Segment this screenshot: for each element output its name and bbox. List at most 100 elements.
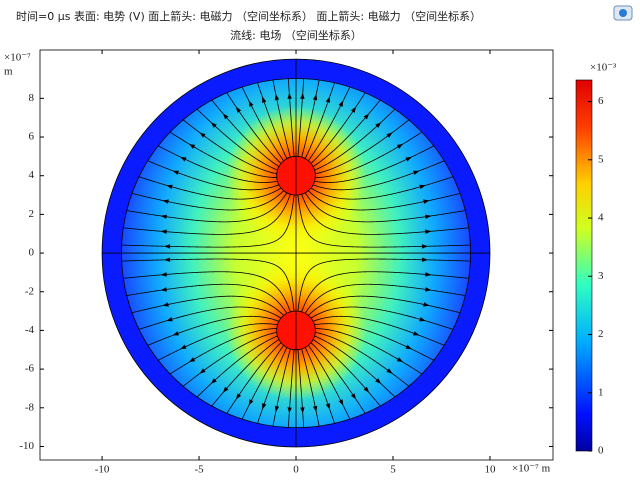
arrow	[405, 156, 412, 162]
arrow	[235, 393, 242, 400]
streamline	[297, 349, 305, 428]
arrow	[421, 257, 429, 262]
arrow	[350, 106, 357, 113]
streamline	[226, 342, 282, 414]
streamline	[196, 335, 278, 398]
streamline	[310, 176, 454, 200]
streamline	[287, 349, 295, 428]
arrow	[188, 357, 196, 363]
arrow	[338, 399, 344, 406]
arrow	[421, 244, 429, 249]
colorbar-tick-label: 2	[598, 328, 604, 340]
streamline	[169, 328, 277, 375]
streamline	[241, 345, 285, 420]
arrow	[210, 378, 217, 384]
arrow	[363, 113, 370, 120]
streamline	[308, 190, 461, 211]
streamline	[131, 295, 284, 316]
arrow	[423, 302, 430, 307]
streamline	[272, 348, 291, 427]
arrow	[350, 393, 357, 400]
streamline	[314, 145, 435, 183]
arrow	[162, 302, 169, 307]
arrow	[405, 344, 412, 350]
streamline	[157, 323, 278, 361]
streamline	[182, 331, 277, 387]
streamline	[226, 92, 282, 164]
streamline	[301, 348, 320, 427]
arrow	[312, 405, 318, 413]
streamline	[301, 79, 320, 158]
window-icon[interactable]	[613, 5, 633, 21]
y-tick-label: -2	[25, 285, 34, 297]
arrow	[396, 143, 404, 149]
arrow	[325, 96, 330, 103]
streamline	[257, 347, 288, 424]
y-tick-label: 8	[29, 92, 35, 104]
arrow	[425, 229, 432, 234]
arrow	[425, 214, 432, 219]
streamline	[257, 82, 288, 159]
arrow	[199, 368, 206, 374]
arrow	[164, 244, 171, 249]
icon-dot[interactable]	[619, 9, 627, 17]
arrow	[396, 357, 404, 363]
arrow	[425, 287, 432, 292]
streamline	[126, 192, 288, 223]
x-tick-label: 5	[390, 464, 396, 476]
arrow	[325, 403, 330, 410]
arrow	[166, 184, 173, 190]
y-tick-label: 6	[29, 131, 35, 143]
field	[101, 58, 491, 448]
streamline	[312, 99, 381, 167]
colorbar-exponent: ×10⁻³	[590, 62, 617, 74]
streamline	[312, 315, 445, 346]
y-unit: m	[4, 66, 13, 78]
arrow	[363, 386, 370, 393]
streamline	[138, 306, 282, 330]
arrow	[162, 199, 169, 204]
streamline	[314, 335, 396, 398]
colorbar-tick-label: 4	[598, 212, 604, 224]
streamline	[315, 331, 410, 387]
streamline	[301, 271, 470, 313]
arrow	[222, 386, 229, 393]
arrow	[172, 170, 179, 175]
streamline	[122, 194, 291, 235]
arrow	[235, 106, 242, 113]
arrow	[160, 229, 167, 234]
arrow	[413, 331, 420, 336]
y-tick-label: 0	[29, 247, 35, 259]
streamline	[182, 119, 277, 175]
arrow	[375, 378, 382, 384]
x-tick-label: 0	[293, 464, 299, 476]
chart-title: 时间=0 µs 表面: 电势 (V) 面上箭头: 电磁力 （空间坐标系） 面上箭…	[16, 9, 481, 23]
streamline	[312, 160, 445, 191]
streamline	[297, 258, 471, 312]
streamline	[287, 78, 295, 157]
streamline	[169, 131, 277, 179]
streamline	[304, 192, 466, 223]
streamline	[310, 342, 366, 414]
streamline	[211, 339, 280, 407]
streamline	[241, 86, 285, 161]
arrow	[262, 96, 267, 103]
arrow	[425, 272, 432, 277]
y-tick-label: -4	[25, 324, 35, 336]
chart-subtitle: 流线: 电场 （空间坐标系）	[230, 28, 362, 42]
streamline	[297, 194, 471, 248]
streamline	[301, 194, 470, 235]
colorbar-tick-label: 1	[598, 386, 604, 398]
streamline	[121, 258, 295, 312]
arrow	[287, 92, 292, 99]
y-tick-label: -8	[25, 401, 35, 413]
streamline	[310, 306, 454, 330]
arrow	[300, 92, 305, 99]
streamline	[147, 315, 280, 346]
arrow	[274, 405, 280, 413]
arrow	[222, 113, 229, 120]
streamline	[304, 283, 466, 314]
arrow	[419, 184, 426, 190]
arrow	[287, 407, 292, 414]
